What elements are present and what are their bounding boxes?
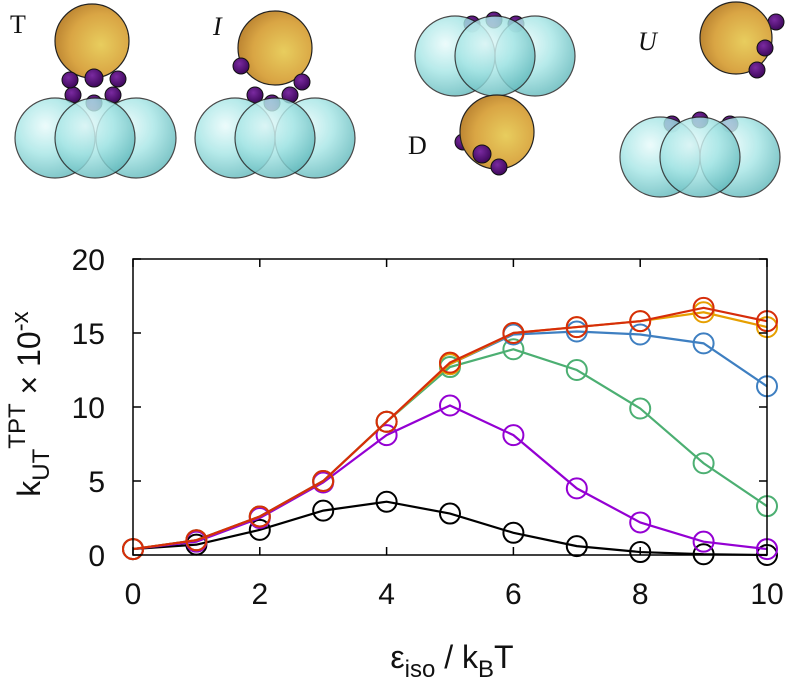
label-D: D xyxy=(408,131,427,160)
cyan-sphere xyxy=(659,116,741,198)
series-0 xyxy=(122,490,778,566)
label-T: T xyxy=(10,10,26,39)
snapshot-panel: T I D xyxy=(10,1,785,198)
data-point xyxy=(565,535,588,558)
data-point xyxy=(565,359,588,381)
data-point xyxy=(692,332,715,355)
x-tick-label: 8 xyxy=(632,578,649,611)
gold-sphere xyxy=(237,10,313,86)
cyan-sphere xyxy=(54,97,136,179)
x-tick-label: 6 xyxy=(505,578,522,611)
data-point xyxy=(248,505,271,528)
ylabel-suffix-sup: -x xyxy=(7,311,34,331)
data-point xyxy=(692,452,715,475)
y-axis-label: kUTTPT × 10-x xyxy=(4,311,55,496)
ylabel-suffix: × 10 xyxy=(11,331,47,403)
data-point xyxy=(565,316,588,339)
data-point xyxy=(312,499,335,522)
data-point xyxy=(185,529,208,552)
y-tick-label: 10 xyxy=(72,392,105,425)
series-layer xyxy=(122,296,778,566)
y-tick-label: 20 xyxy=(72,244,105,277)
rate-chart: 0 2 4 6 8 10 0 5 10 15 20 kUTTPT × 10-x εiso / kBT xyxy=(4,244,784,683)
snapshot-state-I: I xyxy=(194,10,356,179)
xlabel-sub: iso xyxy=(405,656,436,683)
patch-particle xyxy=(293,73,311,91)
series-line xyxy=(132,404,768,551)
patch-particle xyxy=(61,71,79,89)
patch-particle xyxy=(232,57,250,75)
ylabel-sub: UT xyxy=(28,448,55,480)
data-point xyxy=(692,296,715,319)
data-point xyxy=(375,424,398,447)
data-point xyxy=(629,323,652,346)
data-point xyxy=(439,351,461,374)
y-tick-label: 15 xyxy=(72,318,105,351)
axis-ticks: 0 2 4 6 8 10 0 5 10 15 20 xyxy=(72,244,784,611)
data-point xyxy=(439,394,461,417)
gold-sphere xyxy=(54,3,130,79)
ylabel-sup: TPT xyxy=(4,403,31,449)
data-point xyxy=(502,338,525,361)
data-point xyxy=(248,518,271,541)
plot-frame xyxy=(132,258,768,556)
x-tick-label: 0 xyxy=(125,578,142,611)
x-tick-label: 2 xyxy=(251,578,268,611)
patch-particle xyxy=(84,68,104,88)
patch-particle xyxy=(756,39,774,57)
data-point xyxy=(629,541,652,564)
xlabel-mid: / k xyxy=(435,639,479,675)
cyan-sphere xyxy=(454,15,536,97)
series-1 xyxy=(122,394,778,561)
xlabel-sub2: B xyxy=(478,656,494,683)
patch-particle xyxy=(109,70,127,88)
series-5 xyxy=(122,296,778,561)
x-tick-label: 4 xyxy=(378,578,395,611)
data-point xyxy=(629,310,652,333)
data-point xyxy=(502,424,525,447)
data-point xyxy=(375,410,398,433)
cyan-sphere xyxy=(234,97,316,179)
label-U: U xyxy=(638,27,659,56)
patch-particle xyxy=(490,158,508,176)
data-point xyxy=(375,490,398,513)
data-point xyxy=(502,521,525,544)
gold-sphere xyxy=(459,94,535,170)
snapshot-state-D: D xyxy=(408,11,576,176)
data-point xyxy=(692,530,715,553)
gold-sphere xyxy=(699,1,773,75)
data-point xyxy=(629,397,652,420)
patch-particle xyxy=(472,144,492,164)
xlabel-end: T xyxy=(494,639,514,675)
y-tick-label: 0 xyxy=(88,540,105,573)
snapshot-state-T: T xyxy=(10,3,177,179)
ylabel-main: k xyxy=(11,480,47,497)
data-point xyxy=(439,502,461,525)
data-point xyxy=(312,470,335,492)
data-point xyxy=(565,477,588,500)
snapshot-state-U: U xyxy=(619,1,785,198)
x-tick-label: 10 xyxy=(750,578,783,611)
series-line xyxy=(132,500,768,557)
data-point xyxy=(502,322,525,344)
label-I: I xyxy=(212,12,223,41)
y-tick-label: 5 xyxy=(88,466,105,499)
x-axis-label: εiso / kBT xyxy=(390,639,513,683)
xlabel-main: ε xyxy=(390,639,404,675)
patch-particle xyxy=(748,61,766,79)
series-line xyxy=(132,348,768,551)
data-point xyxy=(629,511,652,534)
series-line xyxy=(132,306,768,551)
